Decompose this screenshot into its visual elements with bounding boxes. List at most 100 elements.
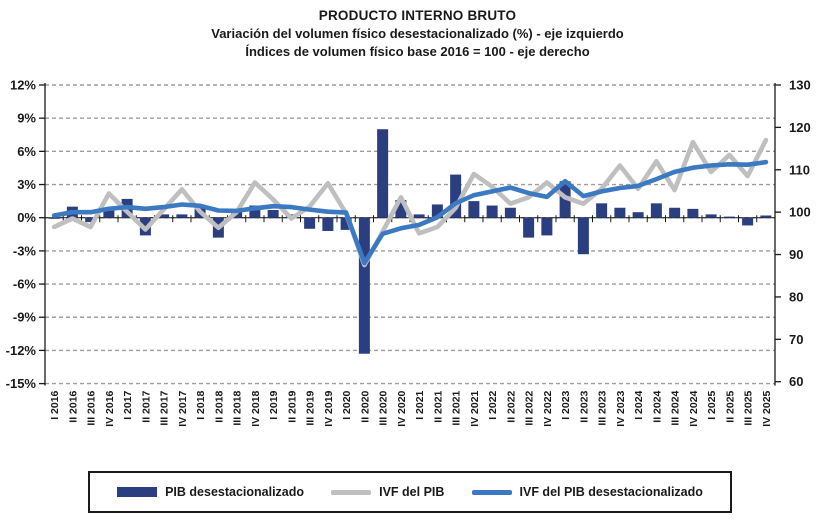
legend-label-ivf: IVF del PIB bbox=[379, 485, 445, 499]
bar-I-2022 bbox=[486, 205, 498, 218]
bar-III-2019 bbox=[304, 217, 316, 229]
x-axis-label-III-2019: III 2019 bbox=[305, 390, 317, 425]
bar-IV-2020 bbox=[395, 200, 407, 218]
chart-subtitle-right-axis: Índices de volumen físico base 2016 = 10… bbox=[245, 44, 590, 59]
x-axis-label-IV-2018: IV 2018 bbox=[250, 390, 262, 426]
x-axis-label-II-2023: II 2023 bbox=[578, 390, 590, 422]
x-axis-label-I-2024: I 2024 bbox=[633, 390, 645, 419]
gray-line-swatch-icon bbox=[331, 489, 372, 495]
x-axis-label-II-2024: II 2024 bbox=[651, 390, 663, 422]
bar-IV-2025 bbox=[760, 215, 772, 218]
x-axis-label-I-2018: I 2018 bbox=[195, 390, 207, 419]
bar-III-2016 bbox=[85, 217, 97, 223]
x-axis-label-III-2024: III 2024 bbox=[670, 390, 682, 425]
left-axis-label: -6% bbox=[13, 277, 37, 292]
left-axis-label: 9% bbox=[17, 111, 36, 126]
blue-line-swatch-icon bbox=[471, 489, 512, 495]
bar-II-2020 bbox=[358, 217, 370, 354]
bar-IV-2023 bbox=[614, 207, 626, 218]
x-axis-label-I-2025: I 2025 bbox=[706, 390, 718, 419]
x-axis-label-IV-2024: IV 2024 bbox=[688, 390, 700, 426]
x-axis-label-III-2021: III 2021 bbox=[451, 390, 463, 425]
legend-label-ivf-sa: IVF del PIB desestacionalizado bbox=[519, 485, 703, 499]
gdp-combo-chart: 12% 9% 6% 3% 0% -3% -6% -9% -12% -15% 130 120 110 100… bbox=[6, 78, 811, 427]
x-axis-label-II-2016: II 2016 bbox=[67, 390, 79, 422]
chart-title-block: PRODUCTO INTERNO BRUTO Variación del vol… bbox=[0, 8, 835, 59]
bar-III-2024 bbox=[669, 207, 681, 218]
chart-title: PRODUCTO INTERNO BRUTO bbox=[318, 8, 517, 23]
x-axis-label-III-2020: III 2020 bbox=[378, 390, 390, 425]
x-axis-label-IV-2019: IV 2019 bbox=[323, 390, 335, 426]
left-axis-label: -12% bbox=[6, 343, 37, 358]
bar-I-2019 bbox=[267, 209, 279, 218]
x-axis-label-I-2019: I 2019 bbox=[268, 390, 280, 419]
x-axis-label-IV-2017: IV 2017 bbox=[177, 390, 189, 426]
left-axis-label: 6% bbox=[17, 144, 36, 159]
x-axis-label-II-2021: II 2021 bbox=[432, 390, 444, 422]
bar-IV-2021 bbox=[468, 201, 480, 218]
x-axis-label-I-2022: I 2022 bbox=[487, 390, 499, 419]
bar-III-2020 bbox=[377, 129, 389, 218]
bar-IV-2022 bbox=[541, 217, 553, 236]
left-axis-label: -3% bbox=[13, 243, 37, 258]
bar-IV-2016 bbox=[103, 207, 115, 218]
x-axis-label-III-2016: III 2016 bbox=[86, 390, 98, 425]
x-axis-label-II-2020: II 2020 bbox=[359, 390, 371, 422]
bar-III-2025 bbox=[742, 217, 754, 226]
x-axis-label-II-2019: II 2019 bbox=[286, 390, 298, 422]
bar-II-2025 bbox=[723, 216, 735, 218]
bar-II-2021 bbox=[431, 204, 443, 218]
bar-I-2024 bbox=[632, 212, 644, 218]
x-axis-label-IV-2016: IV 2016 bbox=[104, 390, 116, 426]
x-axis-label-I-2021: I 2021 bbox=[414, 390, 426, 419]
bar-IV-2018 bbox=[249, 205, 261, 218]
chart-legend: PIB desestacionalizado IVF del PIB IVF d… bbox=[88, 471, 732, 513]
x-axis-label-III-2022: III 2022 bbox=[524, 390, 536, 425]
x-axis-label-IV-2022: IV 2022 bbox=[542, 390, 554, 426]
ivf-seasonally-adjusted-line bbox=[51, 159, 769, 266]
x-axis-label-II-2025: II 2025 bbox=[724, 390, 736, 422]
bar-II-2024 bbox=[650, 203, 662, 218]
x-axis-label-I-2016: I 2016 bbox=[49, 390, 61, 419]
x-axis-label-IV-2020: IV 2020 bbox=[396, 390, 408, 426]
right-axis-label: 90 bbox=[789, 247, 803, 262]
left-axis-label: -9% bbox=[13, 310, 37, 325]
bar-III-2022 bbox=[523, 217, 535, 238]
bar-I-2021 bbox=[413, 214, 425, 218]
x-axis-label-III-2018: III 2018 bbox=[232, 390, 244, 425]
bar-II-2023 bbox=[577, 217, 589, 255]
x-axis-label-III-2017: III 2017 bbox=[159, 390, 171, 425]
legend-item-pib: PIB desestacionalizado bbox=[117, 485, 304, 499]
x-axis-label-III-2025: III 2025 bbox=[743, 390, 755, 425]
bar-II-2022 bbox=[504, 207, 516, 218]
x-axis-label-II-2022: II 2022 bbox=[505, 390, 517, 422]
right-axis-label: 120 bbox=[789, 120, 811, 135]
bar-swatch-icon bbox=[117, 487, 158, 497]
right-axis-label: 130 bbox=[789, 78, 811, 93]
bar-III-2023 bbox=[596, 203, 608, 218]
x-axis-label-IV-2021: IV 2021 bbox=[469, 390, 481, 426]
legend-item-ivf: IVF del PIB bbox=[331, 485, 444, 499]
bar-I-2016 bbox=[48, 217, 60, 219]
bar-III-2017 bbox=[158, 214, 170, 218]
left-axis-label: 3% bbox=[17, 177, 36, 192]
bar-III-2021 bbox=[450, 174, 462, 218]
bar-IV-2017 bbox=[176, 214, 188, 218]
ivf-line bbox=[51, 137, 769, 268]
x-axis-label-II-2018: II 2018 bbox=[213, 390, 225, 422]
x-axis-label-I-2020: I 2020 bbox=[341, 390, 353, 419]
right-axis-label: 60 bbox=[789, 374, 803, 389]
x-axis-label-II-2017: II 2017 bbox=[140, 390, 152, 422]
bar-IV-2019 bbox=[322, 217, 334, 231]
x-axis-label-I-2023: I 2023 bbox=[560, 390, 572, 419]
left-axis-label: 0% bbox=[17, 210, 36, 225]
bar-I-2025 bbox=[705, 214, 717, 218]
left-axis-label: -15% bbox=[6, 376, 37, 391]
right-axis-label: 100 bbox=[789, 205, 811, 220]
x-axis-label-I-2017: I 2017 bbox=[122, 390, 134, 419]
legend-item-ivf-sa: IVF del PIB desestacionalizado bbox=[471, 485, 703, 499]
bar-I-2020 bbox=[340, 217, 352, 230]
x-axis-label-IV-2023: IV 2023 bbox=[615, 390, 627, 426]
bar-IV-2024 bbox=[687, 208, 699, 218]
